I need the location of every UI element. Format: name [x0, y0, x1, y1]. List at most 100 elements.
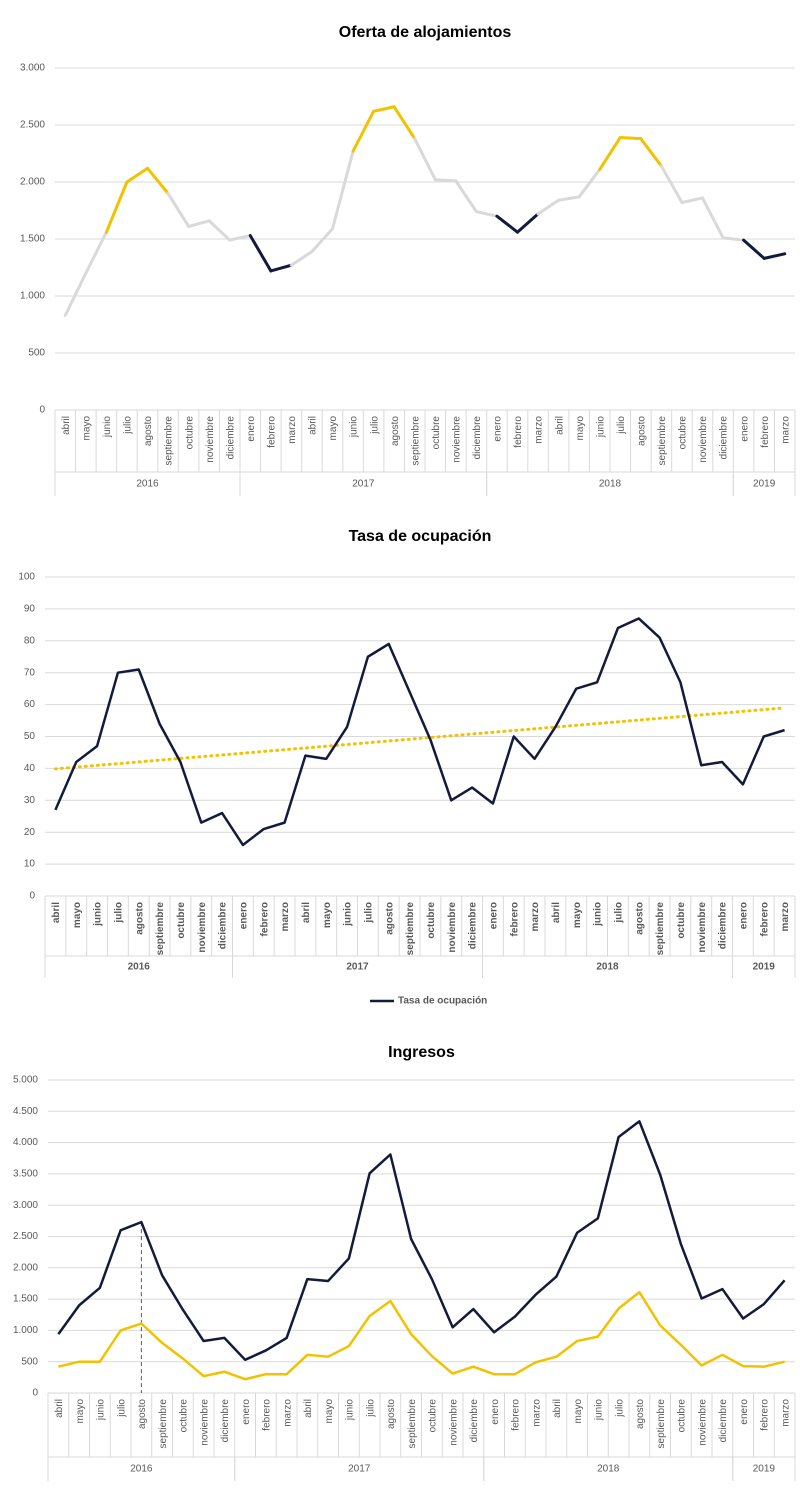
y-tick-label: 1.500 — [13, 1294, 38, 1305]
y-tick-label: 80 — [24, 635, 36, 646]
x-tick-label: marzo — [531, 1399, 542, 1427]
x-tick-label: julio — [616, 416, 627, 435]
line-segment — [331, 149, 355, 231]
y-tick-label: 2.000 — [20, 177, 45, 188]
x-tick-label: febrero — [759, 902, 770, 936]
y-tick-label: 10 — [24, 859, 36, 870]
group-label: 2019 — [753, 479, 776, 490]
x-tick-label: junio — [93, 902, 104, 927]
x-tick-label: agosto — [636, 416, 647, 446]
y-tick-label: 50 — [24, 731, 36, 742]
line-segment — [166, 191, 191, 228]
line-segment — [146, 166, 170, 195]
y-tick-label: 3.500 — [13, 1169, 38, 1180]
x-tick-label: febrero — [266, 416, 277, 448]
x-tick-label: febrero — [509, 902, 520, 936]
y-tick-label: 1.000 — [13, 1325, 38, 1336]
x-tick-label: octubre — [678, 416, 689, 450]
x-tick-label: noviembre — [197, 902, 208, 953]
y-tick-label: 500 — [21, 1356, 38, 1367]
chart-title: Ingresos — [388, 1044, 455, 1061]
x-tick-label: noviembre — [697, 902, 708, 953]
x-tick-label: enero — [493, 416, 504, 442]
line-segment — [125, 166, 149, 184]
group-label: 2019 — [753, 962, 776, 973]
x-tick-label: enero — [241, 1399, 252, 1425]
group-label: 2016 — [130, 1464, 153, 1475]
x-tick-label: septiembre — [405, 902, 416, 956]
x-tick-label: octubre — [676, 902, 687, 939]
x-tick-label: enero — [490, 1399, 501, 1425]
x-tick-label: noviembre — [205, 416, 216, 463]
x-tick-label: abril — [51, 902, 62, 923]
x-tick-label: enero — [489, 902, 500, 929]
line-segment — [207, 219, 232, 242]
x-tick-label: octubre — [176, 902, 187, 939]
x-tick-label: mayo — [575, 416, 586, 441]
x-tick-label: diciembre — [220, 1399, 231, 1443]
group-label: 2018 — [596, 962, 619, 973]
x-tick-label: abril — [308, 416, 319, 435]
line-segment — [742, 238, 766, 260]
x-tick-label: febrero — [511, 1399, 522, 1431]
x-tick-label: julio — [369, 416, 380, 435]
x-tick-label: mayo — [81, 416, 92, 441]
x-tick-label: diciembre — [469, 1399, 480, 1443]
x-tick-label: junio — [345, 1399, 356, 1422]
x-tick-label: septiembre — [657, 416, 668, 466]
x-tick-label: septiembre — [164, 416, 175, 466]
x-tick-label: septiembre — [410, 416, 421, 466]
x-tick-label: enero — [239, 902, 250, 929]
x-tick-label: marzo — [780, 902, 791, 931]
line-segment — [598, 136, 622, 171]
x-tick-label: octubre — [426, 902, 437, 939]
x-tick-label: junio — [102, 416, 113, 439]
x-tick-label: julio — [114, 902, 125, 924]
x-tick-label: febrero — [760, 416, 771, 448]
group-label: 2018 — [599, 479, 622, 490]
line-segment — [454, 179, 478, 214]
line-segment — [701, 196, 725, 240]
x-tick-label: diciembre — [225, 416, 236, 460]
x-tick-label: agosto — [134, 902, 145, 935]
x-tick-label: mayo — [322, 902, 333, 928]
chart-title: Oferta de alojamientos — [339, 24, 512, 41]
x-tick-label: junio — [593, 902, 604, 927]
x-tick-label: abril — [552, 1399, 563, 1418]
x-tick-label: junio — [349, 416, 360, 439]
y-tick-label: 2.500 — [20, 120, 45, 131]
y-tick-label: 4.000 — [13, 1137, 38, 1148]
line-segment — [474, 210, 499, 218]
x-tick-label: marzo — [780, 416, 791, 444]
line-segment — [104, 180, 129, 234]
x-tick-label: octubre — [431, 416, 442, 450]
x-tick-label: julio — [123, 416, 134, 435]
y-tick-label: 0 — [39, 405, 45, 416]
x-tick-label: febrero — [259, 902, 270, 936]
y-tick-label: 70 — [24, 667, 36, 678]
x-tick-label: agosto — [390, 416, 401, 446]
x-tick-label: noviembre — [199, 1399, 210, 1446]
x-tick-label: marzo — [780, 1399, 791, 1427]
group-label: 2018 — [597, 1464, 620, 1475]
line-segment — [63, 271, 88, 317]
y-tick-label: 40 — [24, 763, 36, 774]
line-segment — [84, 230, 108, 275]
x-tick-label: mayo — [573, 1399, 584, 1424]
x-tick-label: julio — [614, 902, 625, 924]
x-tick-label: agosto — [635, 1399, 646, 1429]
x-tick-label: noviembre — [451, 416, 462, 463]
group-label: 2017 — [346, 962, 369, 973]
x-tick-label: febrero — [513, 416, 524, 448]
x-tick-label: enero — [739, 1399, 750, 1425]
x-tick-label: diciembre — [472, 416, 483, 460]
trendline — [53, 706, 787, 771]
x-tick-label: diciembre — [718, 1399, 729, 1443]
line-segment — [187, 219, 211, 228]
group-label: 2019 — [753, 1464, 776, 1475]
x-tick-label: diciembre — [218, 902, 229, 950]
x-tick-label: diciembre — [718, 902, 729, 950]
x-tick-label: mayo — [328, 416, 339, 441]
y-tick-label: 30 — [24, 795, 36, 806]
